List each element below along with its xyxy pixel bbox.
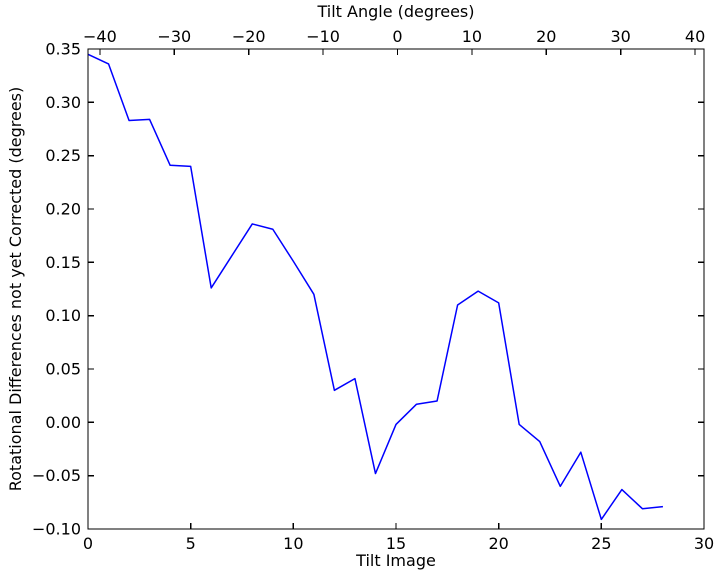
top-tick-label: 40	[685, 27, 705, 46]
bottom-tick-label: 25	[591, 534, 611, 553]
bottom-tick-label: 30	[694, 534, 714, 553]
y-tick-label: 0.05	[45, 360, 81, 379]
top-tick-label: 10	[462, 27, 482, 46]
x-axis-label: Tilt Image	[355, 551, 436, 570]
top-tick-label: 20	[536, 27, 556, 46]
y-tick-label: 0.25	[45, 146, 81, 165]
plot-area-border	[87, 48, 705, 530]
data-line-series	[87, 53, 664, 521]
top-tick-label: −30	[157, 27, 191, 46]
y-tick-label: −0.10	[32, 520, 81, 539]
y-tick-label: 0.35	[45, 40, 81, 59]
top-axis-title: Tilt Angle (degrees)	[316, 2, 474, 21]
y-axis-label: Rotational Differences not yet Corrected…	[6, 87, 25, 492]
bottom-tick-label: 20	[488, 534, 508, 553]
axis-ticks	[87, 48, 705, 530]
y-tick-label: 0.00	[45, 413, 81, 432]
top-tick-label: −20	[232, 27, 266, 46]
y-tick-label: −0.05	[32, 466, 81, 485]
bottom-tick-label: 0	[83, 534, 93, 553]
bottom-tick-label: 5	[186, 534, 196, 553]
axis-tick-labels: 0 5 10 15 20 25 30 −40 −30 −20 −10 0 10 20 30 40 0.35 0.3…	[32, 27, 714, 553]
top-tick-label: −10	[306, 27, 340, 46]
y-tick-label: 0.20	[45, 200, 81, 219]
bottom-tick-label: 10	[283, 534, 303, 553]
bottom-tick-label: 15	[386, 534, 406, 553]
top-tick-label: −40	[83, 27, 117, 46]
y-tick-label: 0.30	[45, 93, 81, 112]
top-tick-label: 30	[610, 27, 630, 46]
top-tick-label: 0	[392, 27, 402, 46]
y-tick-label: 0.15	[45, 253, 81, 272]
y-tick-label: 0.10	[45, 306, 81, 325]
